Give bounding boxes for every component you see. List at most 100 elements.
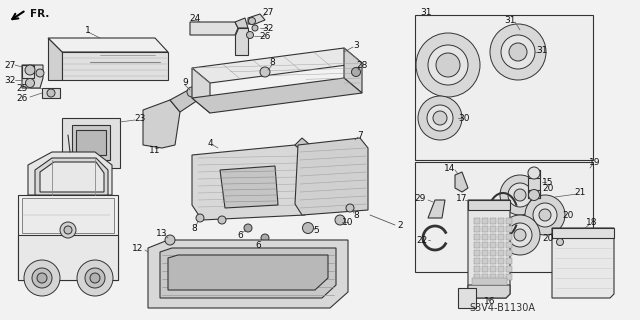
Text: 28: 28 xyxy=(356,60,368,69)
Polygon shape xyxy=(160,248,336,298)
Polygon shape xyxy=(62,52,168,80)
Circle shape xyxy=(261,234,269,242)
Circle shape xyxy=(525,195,565,235)
Polygon shape xyxy=(552,228,614,298)
Circle shape xyxy=(335,215,345,225)
Bar xyxy=(482,242,488,248)
Bar xyxy=(490,250,496,256)
Bar xyxy=(506,250,512,256)
Circle shape xyxy=(416,33,480,97)
Circle shape xyxy=(85,268,105,288)
Text: 27: 27 xyxy=(262,7,274,17)
Polygon shape xyxy=(190,22,238,35)
Polygon shape xyxy=(42,88,60,98)
Circle shape xyxy=(500,175,540,215)
Circle shape xyxy=(351,68,360,76)
Polygon shape xyxy=(143,100,180,148)
Bar xyxy=(482,258,488,264)
Text: 29: 29 xyxy=(414,194,426,203)
Circle shape xyxy=(77,260,113,296)
Circle shape xyxy=(533,203,557,227)
Circle shape xyxy=(514,229,526,241)
Bar xyxy=(490,234,496,240)
Polygon shape xyxy=(40,162,104,192)
Text: 32: 32 xyxy=(262,23,274,33)
Bar xyxy=(474,218,480,224)
Polygon shape xyxy=(22,65,34,78)
Bar xyxy=(472,278,507,285)
Polygon shape xyxy=(192,78,362,113)
Polygon shape xyxy=(295,138,368,215)
Circle shape xyxy=(252,25,258,31)
Circle shape xyxy=(246,31,253,38)
Circle shape xyxy=(60,222,76,238)
Bar xyxy=(506,226,512,232)
Bar xyxy=(474,250,480,256)
Circle shape xyxy=(88,163,95,170)
Circle shape xyxy=(557,238,563,245)
Bar xyxy=(474,226,480,232)
Circle shape xyxy=(418,96,462,140)
Circle shape xyxy=(32,268,52,288)
Bar xyxy=(506,274,512,280)
Circle shape xyxy=(165,235,175,245)
Polygon shape xyxy=(170,88,198,112)
Circle shape xyxy=(26,78,35,87)
Bar xyxy=(482,266,488,272)
Polygon shape xyxy=(235,28,248,55)
Polygon shape xyxy=(295,138,316,158)
Circle shape xyxy=(36,69,44,77)
Text: 8: 8 xyxy=(269,58,275,67)
Bar xyxy=(474,266,480,272)
Bar xyxy=(482,274,488,280)
Text: 20: 20 xyxy=(542,183,554,193)
Polygon shape xyxy=(552,228,614,238)
Text: 6: 6 xyxy=(255,241,261,250)
Polygon shape xyxy=(458,288,476,308)
Bar xyxy=(506,258,512,264)
Text: 3: 3 xyxy=(353,41,359,50)
Text: 26: 26 xyxy=(16,93,28,102)
Polygon shape xyxy=(248,14,265,24)
Bar xyxy=(482,250,488,256)
Bar xyxy=(498,234,504,240)
Text: 26: 26 xyxy=(259,31,271,41)
Bar xyxy=(490,226,496,232)
Text: 18: 18 xyxy=(586,218,598,227)
Bar xyxy=(498,242,504,248)
Circle shape xyxy=(25,65,35,75)
Text: 10: 10 xyxy=(342,218,354,227)
Circle shape xyxy=(428,45,468,85)
Circle shape xyxy=(509,43,527,61)
Polygon shape xyxy=(428,200,445,218)
Circle shape xyxy=(346,204,354,212)
Circle shape xyxy=(539,209,551,221)
Text: 15: 15 xyxy=(542,178,554,187)
Bar xyxy=(474,258,480,264)
Circle shape xyxy=(508,183,532,207)
Bar xyxy=(474,274,480,280)
Bar xyxy=(415,15,593,160)
Circle shape xyxy=(68,163,76,170)
Circle shape xyxy=(427,105,453,131)
Polygon shape xyxy=(148,240,348,308)
Bar xyxy=(498,274,504,280)
Text: 24: 24 xyxy=(189,13,200,22)
Bar xyxy=(482,234,488,240)
Bar xyxy=(22,198,114,233)
Bar xyxy=(506,242,512,248)
Polygon shape xyxy=(220,166,278,208)
Circle shape xyxy=(218,216,226,224)
Circle shape xyxy=(436,53,460,77)
Text: 25: 25 xyxy=(16,84,28,92)
Text: FR.: FR. xyxy=(30,9,49,19)
Bar xyxy=(482,218,488,224)
Text: 8: 8 xyxy=(191,223,197,233)
Circle shape xyxy=(37,273,47,283)
Text: 13: 13 xyxy=(156,228,168,237)
Polygon shape xyxy=(72,125,110,160)
Bar xyxy=(490,274,496,280)
Text: 22: 22 xyxy=(417,236,428,244)
Polygon shape xyxy=(235,18,248,28)
Bar xyxy=(490,266,496,272)
